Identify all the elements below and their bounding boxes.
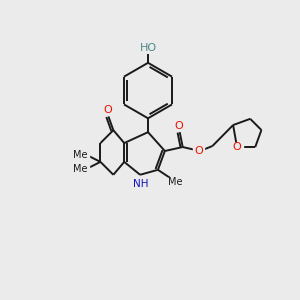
Text: HO: HO bbox=[140, 43, 157, 53]
Text: O: O bbox=[174, 121, 183, 131]
Bar bbox=[134, 179, 148, 188]
Text: Me: Me bbox=[74, 164, 88, 174]
Bar bbox=[231, 143, 243, 152]
Bar bbox=[173, 122, 184, 130]
Text: O: O bbox=[232, 142, 242, 152]
Text: O: O bbox=[103, 105, 112, 116]
Bar bbox=[167, 178, 183, 186]
Text: Me: Me bbox=[74, 150, 88, 160]
Bar bbox=[140, 44, 156, 52]
Bar bbox=[193, 147, 204, 155]
Text: O: O bbox=[194, 146, 203, 156]
Text: Me: Me bbox=[167, 177, 182, 187]
Text: NH: NH bbox=[133, 179, 149, 189]
Bar bbox=[73, 165, 88, 173]
Bar bbox=[102, 107, 113, 115]
Bar bbox=[73, 151, 88, 159]
